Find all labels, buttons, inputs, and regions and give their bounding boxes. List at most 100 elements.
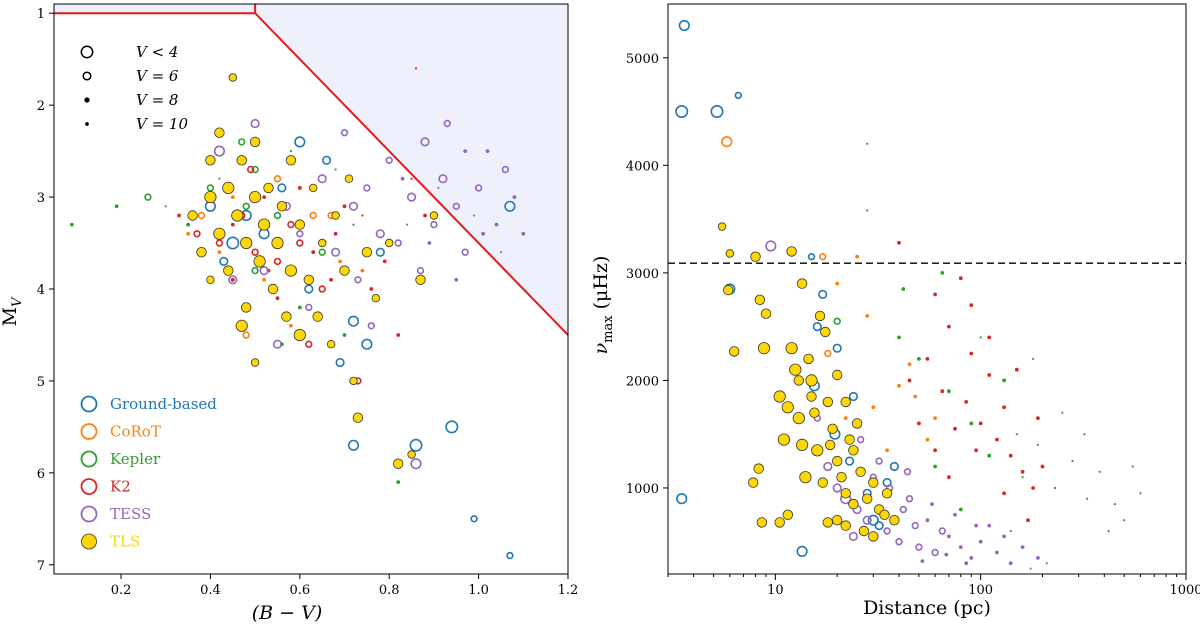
point-corot — [721, 136, 733, 148]
legend-marker-corot — [80, 423, 98, 440]
x-tick-label: 0.8 — [379, 583, 400, 598]
legend-label-k2: K2 — [110, 478, 131, 496]
point-tls — [825, 439, 836, 451]
point-tess — [348, 201, 359, 211]
point-kepler — [1002, 378, 1006, 383]
point-kepler — [1071, 460, 1074, 463]
point-tess — [474, 184, 483, 192]
point-tess — [958, 545, 963, 549]
point-tls — [205, 155, 216, 166]
point-tls — [774, 517, 785, 528]
point-ground-based — [219, 256, 229, 267]
point-kepler — [1131, 465, 1134, 468]
point-ground-based — [506, 551, 514, 560]
point-tess — [944, 552, 949, 557]
point-k2 — [907, 378, 912, 383]
point-tess — [1008, 561, 1013, 566]
point-tls — [285, 155, 297, 166]
y-tick-label: 1000 — [626, 482, 659, 497]
point-tls — [361, 246, 373, 258]
point-k2 — [947, 324, 951, 329]
point-tess — [832, 483, 842, 493]
point-tess — [875, 457, 883, 465]
point-tess — [883, 527, 891, 535]
size-legend-marker — [85, 122, 89, 126]
point-tls — [848, 498, 859, 510]
point-tess — [1020, 545, 1025, 549]
point-tess — [394, 239, 402, 247]
y-tick-label: 3 — [37, 191, 45, 206]
point-tls — [309, 183, 318, 193]
point-tls — [393, 458, 404, 469]
right-y-axis-label: νmax(μHz) — [590, 256, 616, 355]
point-ground-based — [807, 253, 816, 261]
point-tess — [974, 523, 978, 528]
point-tls — [868, 531, 879, 542]
legend-label-tls: TLS — [110, 533, 140, 551]
point-corot — [818, 253, 827, 261]
point-kepler — [917, 357, 921, 361]
point-tls — [213, 227, 226, 240]
point-tls — [796, 278, 808, 289]
point-tess — [501, 165, 510, 174]
point-tls — [773, 390, 786, 403]
x-tick-label: 0.6 — [289, 583, 310, 598]
point-tess — [481, 231, 485, 236]
point-tls — [223, 265, 234, 276]
point-k2 — [329, 277, 333, 282]
point-ground-based — [710, 105, 724, 119]
point-tess — [438, 174, 448, 184]
point-tls — [284, 264, 297, 277]
point-tls — [318, 238, 327, 248]
y-tick-label: 7 — [37, 559, 45, 574]
point-tess — [420, 137, 430, 147]
point-k2 — [333, 231, 338, 236]
x-tick-label: 0.2 — [111, 583, 132, 598]
point-tls — [257, 218, 271, 231]
left-y-axis-label: MV — [0, 296, 25, 326]
left-y-ticks: 1 2 3 4 5 6 7 — [37, 7, 54, 574]
point-tls — [253, 255, 266, 268]
point-tls — [331, 211, 340, 220]
legend-label-ground-based: Ground-based — [110, 395, 217, 413]
legend-marker-kepler — [80, 450, 98, 468]
point-tess — [494, 222, 499, 227]
point-ground-based — [796, 545, 808, 558]
point-tls — [862, 493, 873, 504]
point-k2 — [1008, 453, 1013, 458]
point-tess — [427, 241, 432, 245]
point-tess — [363, 184, 371, 192]
point-tess — [473, 214, 476, 217]
point-corot — [885, 448, 889, 453]
point-ground-based — [844, 456, 855, 466]
point-k2 — [1002, 405, 1006, 410]
point-tess — [903, 468, 912, 476]
point-k2 — [297, 186, 302, 190]
point-tess — [848, 531, 859, 542]
point-tess — [437, 186, 440, 189]
point-tess — [862, 515, 872, 525]
point-k2 — [382, 259, 387, 264]
point-ground-based — [347, 315, 360, 327]
point-kepler — [206, 184, 215, 192]
point-ground-based — [226, 236, 240, 250]
point-corot — [824, 349, 832, 358]
point-ground-based — [294, 136, 306, 148]
point-tess — [765, 240, 777, 252]
point-ground-based — [375, 247, 385, 257]
point-tess — [915, 543, 923, 551]
point-tls — [781, 401, 794, 414]
point-corot — [855, 254, 859, 259]
point-tls — [750, 251, 761, 262]
point-tess — [1002, 534, 1006, 539]
point-kepler — [251, 266, 259, 275]
point-tess — [925, 518, 930, 523]
point-tls — [723, 284, 734, 296]
point-corot — [230, 195, 235, 200]
point-tls — [836, 472, 847, 483]
point-kepler — [979, 336, 982, 339]
y-tick-label: 6 — [37, 467, 45, 482]
excluded-region-fill — [54, 4, 568, 335]
left-x-axis-label: (B − V) — [252, 602, 323, 624]
